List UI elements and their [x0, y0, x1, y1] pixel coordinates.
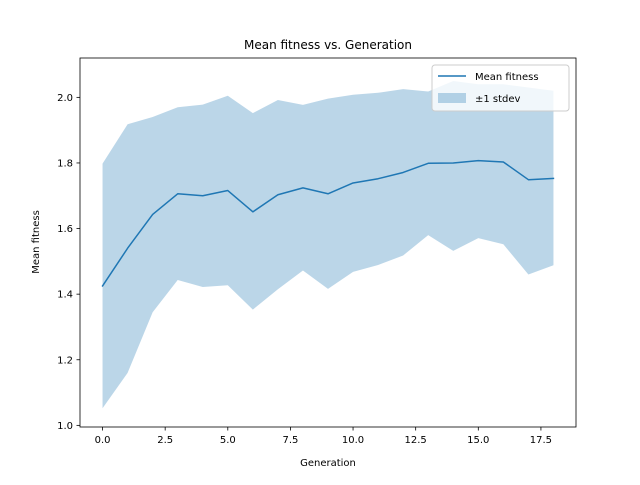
legend-label-mean: Mean fitness [475, 72, 539, 83]
legend: Mean fitness ±1 stdev [432, 65, 569, 111]
y-tick-label: 2.0 [57, 93, 73, 104]
legend-band-swatch [438, 93, 466, 103]
x-tick-label: 5.0 [220, 435, 236, 446]
legend-label-stdev: ±1 stdev [475, 94, 521, 105]
x-tick-label: 12.5 [405, 435, 427, 446]
x-tick-label: 2.5 [157, 435, 173, 446]
x-axis-label: Generation [300, 458, 356, 469]
x-tick-label: 15.0 [467, 435, 489, 446]
y-tick-label: 1.2 [57, 355, 73, 366]
x-tick-label: 10.0 [342, 435, 364, 446]
x-tick-label: 17.5 [530, 435, 552, 446]
x-tick-label: 0.0 [95, 435, 111, 446]
y-tick-label: 1.8 [57, 158, 73, 169]
x-tick-label: 7.5 [282, 435, 298, 446]
y-axis-label: Mean fitness [31, 210, 42, 274]
y-tick-label: 1.4 [57, 290, 73, 301]
y-tick-label: 1.0 [57, 421, 73, 432]
y-tick-label: 1.6 [57, 224, 73, 235]
chart-title: Mean fitness vs. Generation [244, 38, 412, 52]
